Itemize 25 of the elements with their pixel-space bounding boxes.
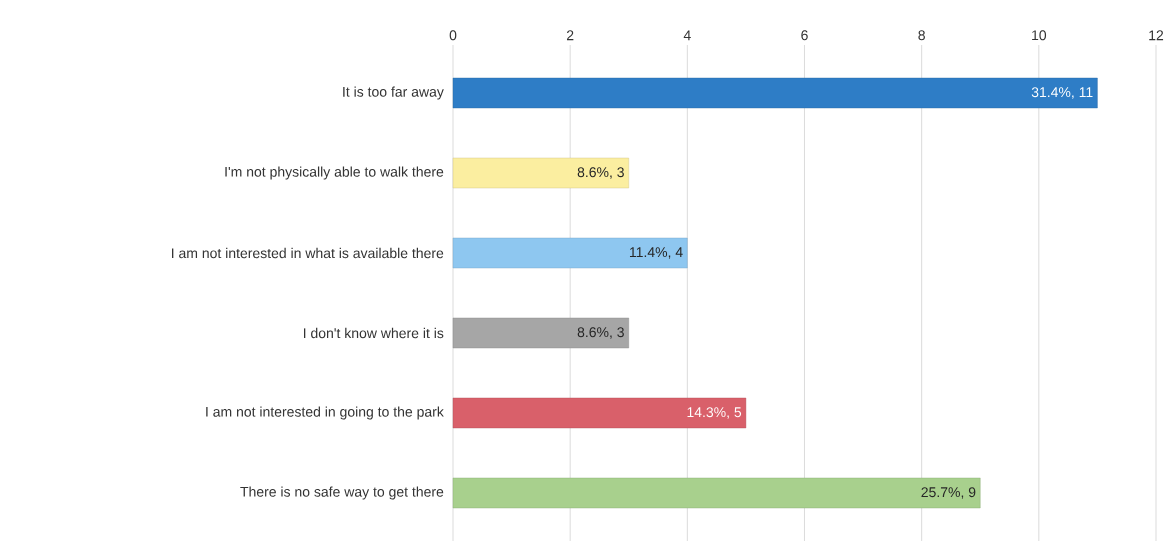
bar [452,157,629,189]
x-tick-label: 4 [683,30,691,41]
bar [452,77,1098,109]
x-tick-label: 2 [566,30,574,41]
bar [452,237,688,269]
data-label: 8.6%, 3 [577,327,624,339]
data-label: 14.3%, 5 [687,407,742,419]
x-tick-label: 10 [1032,30,1047,41]
y-tick-label: There is no safe way to get there [240,486,444,500]
x-tick-label: 8 [918,30,925,41]
bar [452,477,981,509]
y-tick-label: I am not interested in going to the park [206,406,444,420]
y-tick-label: It is too far away [343,86,444,100]
data-label: 31.4%, 11 [1031,87,1093,99]
x-tick-label: 0 [449,30,457,41]
data-label: 11.4%, 4 [629,247,683,259]
x-tick-label: 6 [801,30,808,41]
y-tick-label: I don't know where it is [303,327,444,339]
data-label: 8.6%, 3 [577,167,624,179]
y-tick-label: I'm not physically able to walk there [225,166,444,180]
data-label: 25.7%, 9 [921,487,976,499]
y-tick-label: I am not interested in what is available there [172,247,444,259]
bar [452,317,629,349]
x-tick-label: 12 [1149,30,1164,41]
bar [452,397,747,429]
